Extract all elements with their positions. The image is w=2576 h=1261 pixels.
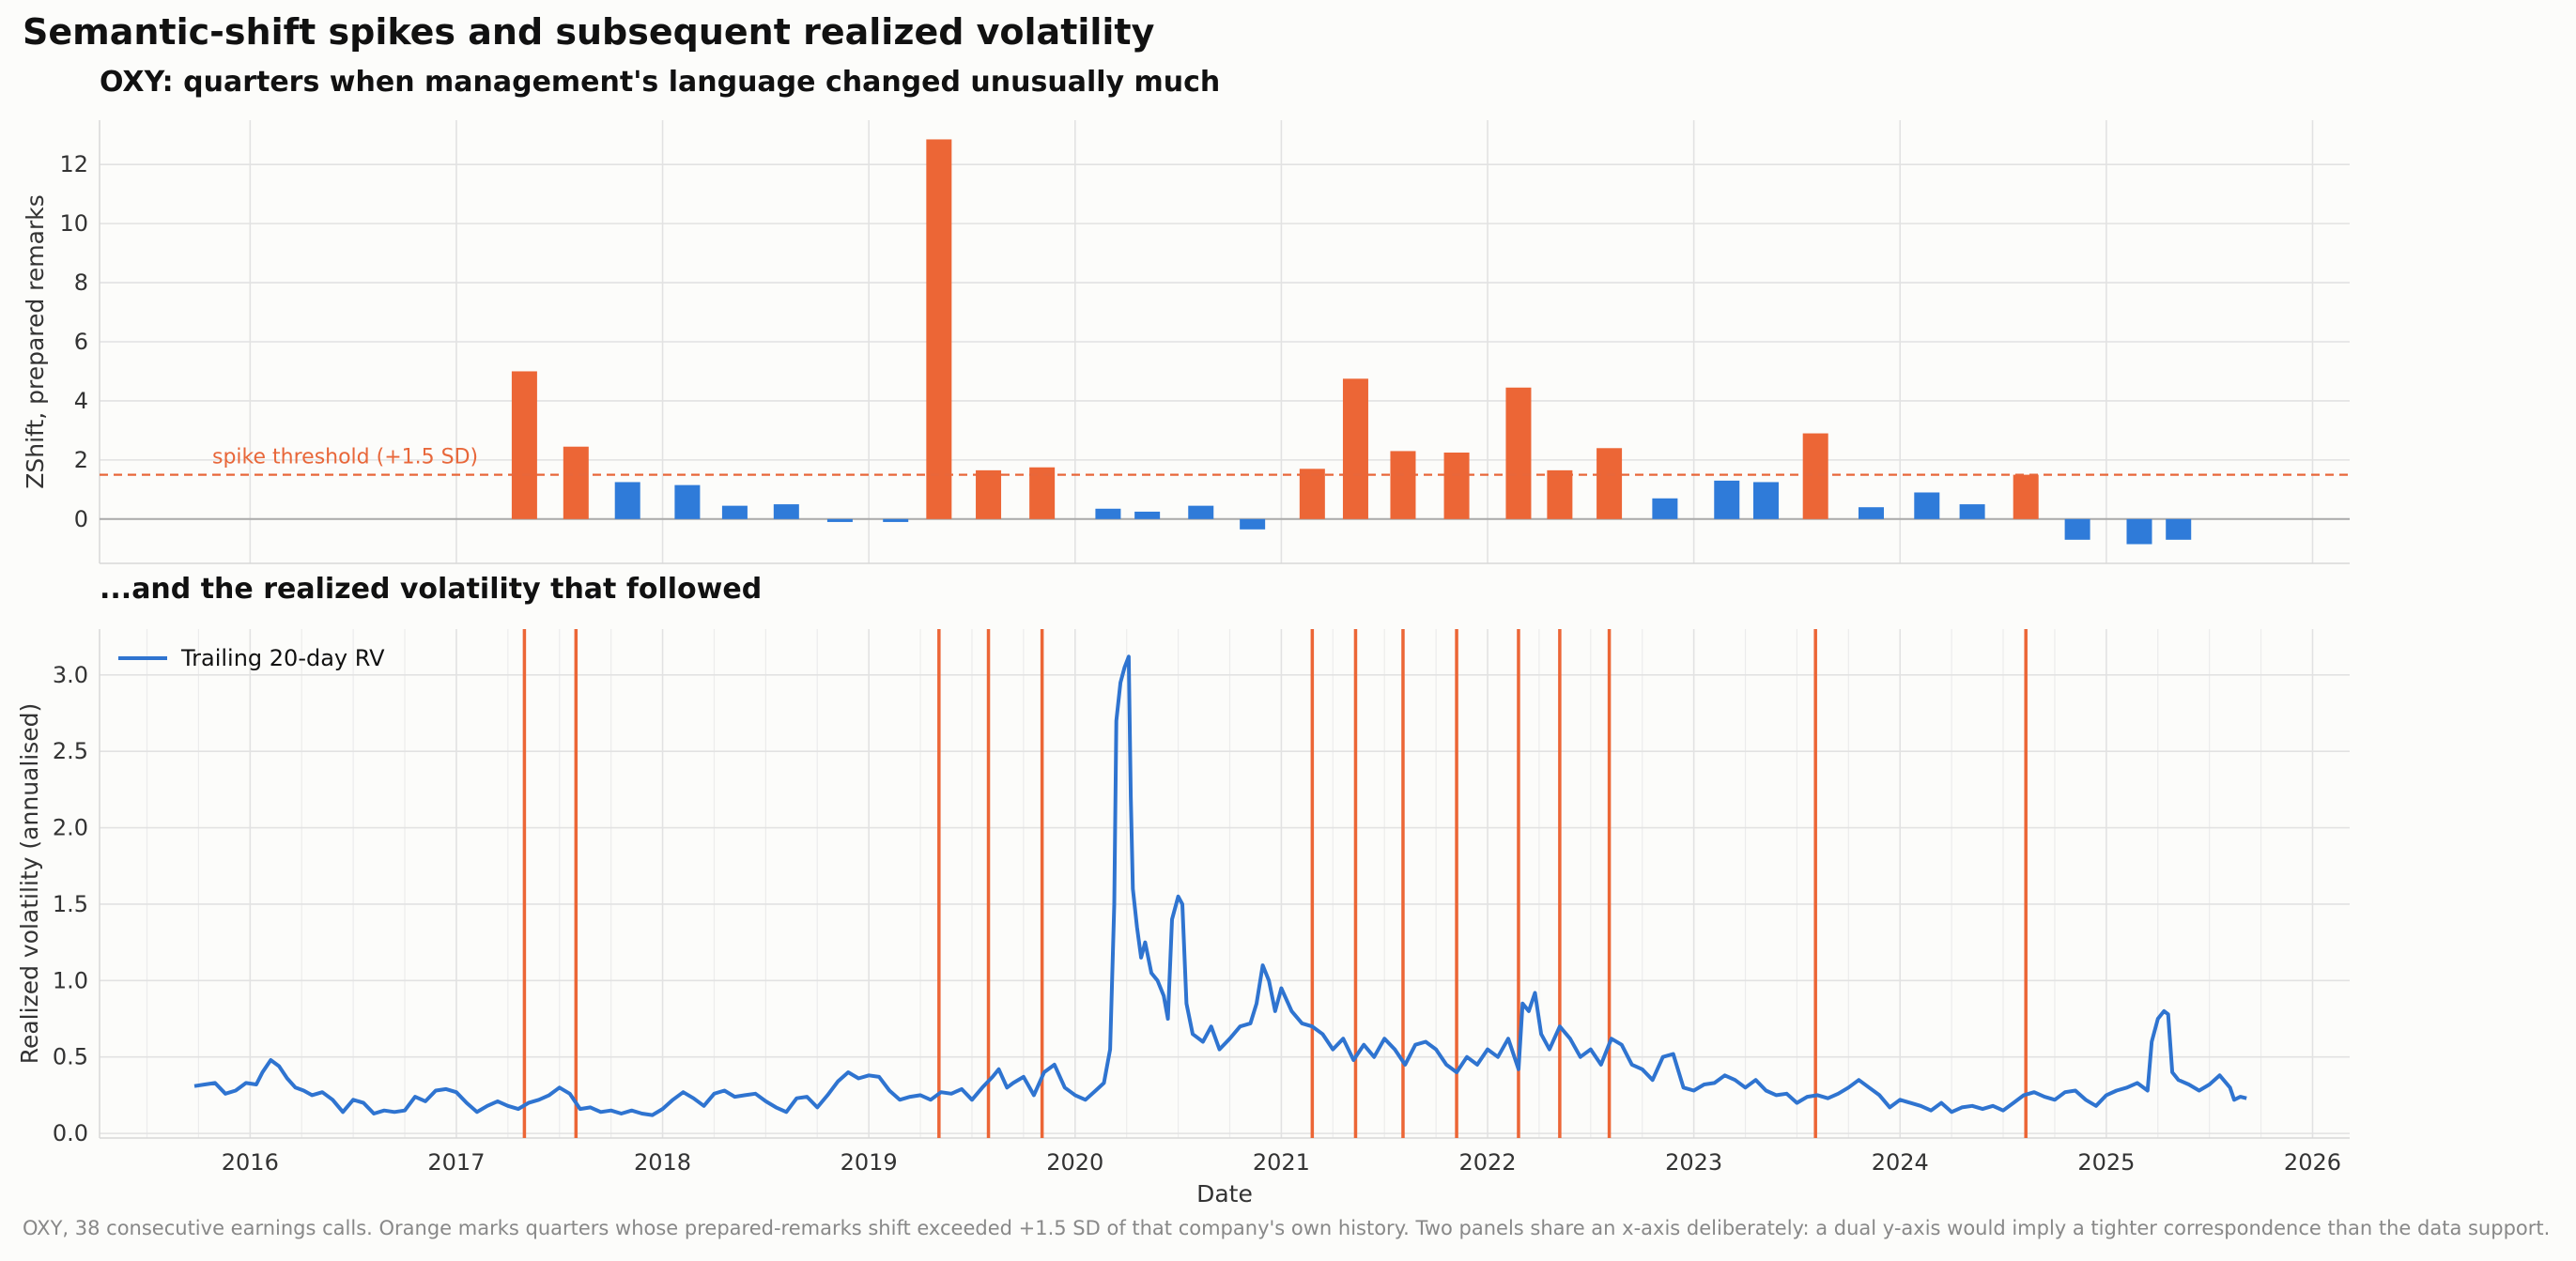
volatility-line-panel: 0.0 0.5 1.0 1.5 2.0 2.5 3.0 Realized volatility…: [16, 629, 2350, 1207]
x-tick-label: 2026: [2284, 1149, 2341, 1176]
zshift-bar: [2064, 518, 2090, 540]
x-tick-label: 2022: [1458, 1149, 1516, 1176]
legend-label: Trailing 20-day RV: [180, 645, 385, 671]
zshift-bar: [1914, 492, 1940, 519]
zshift-bar: [1752, 482, 1779, 519]
zshift-bar: [614, 482, 640, 519]
y-tick-label: 1.0: [53, 967, 88, 993]
y-tick-label: 12: [59, 151, 88, 177]
x-tick-label: 2024: [1872, 1149, 1929, 1176]
y-tick-label: 10: [59, 210, 88, 237]
zshift-bar: [1095, 508, 1121, 519]
zshift-bar: [1188, 505, 1214, 519]
spike-bar: [1299, 469, 1325, 519]
x-tick-label: 2025: [2077, 1149, 2135, 1176]
y-tick-label: 6: [74, 329, 88, 355]
zshift-bar-panel: 0 2 4 6 8 10 12 ZShift, prepared remarks spike t…: [22, 120, 2350, 564]
threshold-label: spike threshold (+1.5 SD): [212, 446, 478, 469]
y-tick-label: 0.0: [53, 1120, 88, 1146]
zshift-bar: [1652, 498, 1678, 519]
y-tick-label: 0: [74, 506, 88, 532]
x-tick-label: 2019: [841, 1149, 898, 1176]
page-title: Semantic-shift spikes and subsequent rea…: [23, 11, 1155, 53]
y-tick-label: 1.5: [53, 891, 88, 917]
spike-bar: [976, 469, 1002, 519]
zshift-bar: [1714, 480, 1740, 519]
x-tick-label: 2023: [1665, 1149, 1722, 1176]
rv-series-line: [193, 654, 2247, 1117]
x-tick-label: 2021: [1253, 1149, 1310, 1176]
y-axis-label: Realized volatility (annualised): [16, 703, 43, 1065]
spike-bar: [1342, 378, 1368, 519]
spike-bar: [1443, 453, 1470, 519]
y-tick-label: 0.5: [53, 1044, 88, 1070]
footnote: OXY, 38 consecutive earnings calls. Oran…: [23, 1217, 2551, 1239]
zshift-bar: [1240, 518, 1266, 530]
spike-bar: [511, 371, 537, 519]
zshift-bar: [1858, 507, 1884, 519]
zshift-bar: [2126, 518, 2152, 545]
spike-bar: [926, 139, 952, 519]
spike-bar: [1029, 467, 1056, 519]
spike-bar: [1390, 451, 1416, 519]
y-tick-label: 2.5: [53, 738, 88, 764]
zshift-bar: [2166, 518, 2192, 540]
x-tick-label: 2020: [1046, 1149, 1103, 1176]
spike-bar: [563, 446, 589, 519]
zshift-bar: [826, 518, 853, 522]
y-tick-label: 4: [74, 388, 88, 414]
zshift-bar: [773, 504, 799, 519]
zshift-bar: [721, 505, 748, 519]
top-panel-title: OXY: quarters when management's language…: [100, 66, 1221, 99]
x-tick-label: 2018: [634, 1149, 691, 1176]
spike-bar: [2013, 474, 2039, 519]
y-tick-label: 2: [74, 447, 88, 473]
zshift-bar: [1959, 504, 1985, 519]
spike-bar: [1505, 387, 1532, 519]
spike-bar: [1802, 433, 1828, 519]
spike-bar: [1597, 448, 1623, 519]
zshift-bar: [1134, 511, 1161, 519]
x-tick-label: 2017: [427, 1149, 485, 1176]
spike-bar: [1547, 469, 1573, 519]
bottom-panel-title: ...and the realized volatility that foll…: [100, 573, 763, 606]
y-tick-label: 8: [74, 269, 88, 296]
y-tick-label: 3.0: [53, 662, 88, 688]
x-tick-label: 2016: [222, 1149, 279, 1176]
zshift-bar: [883, 518, 909, 522]
zshift-bar: [674, 484, 701, 519]
y-axis-label: ZShift, prepared remarks: [22, 194, 49, 489]
y-tick-label: 2.0: [53, 815, 88, 841]
x-axis-label: Date: [1196, 1180, 1253, 1207]
